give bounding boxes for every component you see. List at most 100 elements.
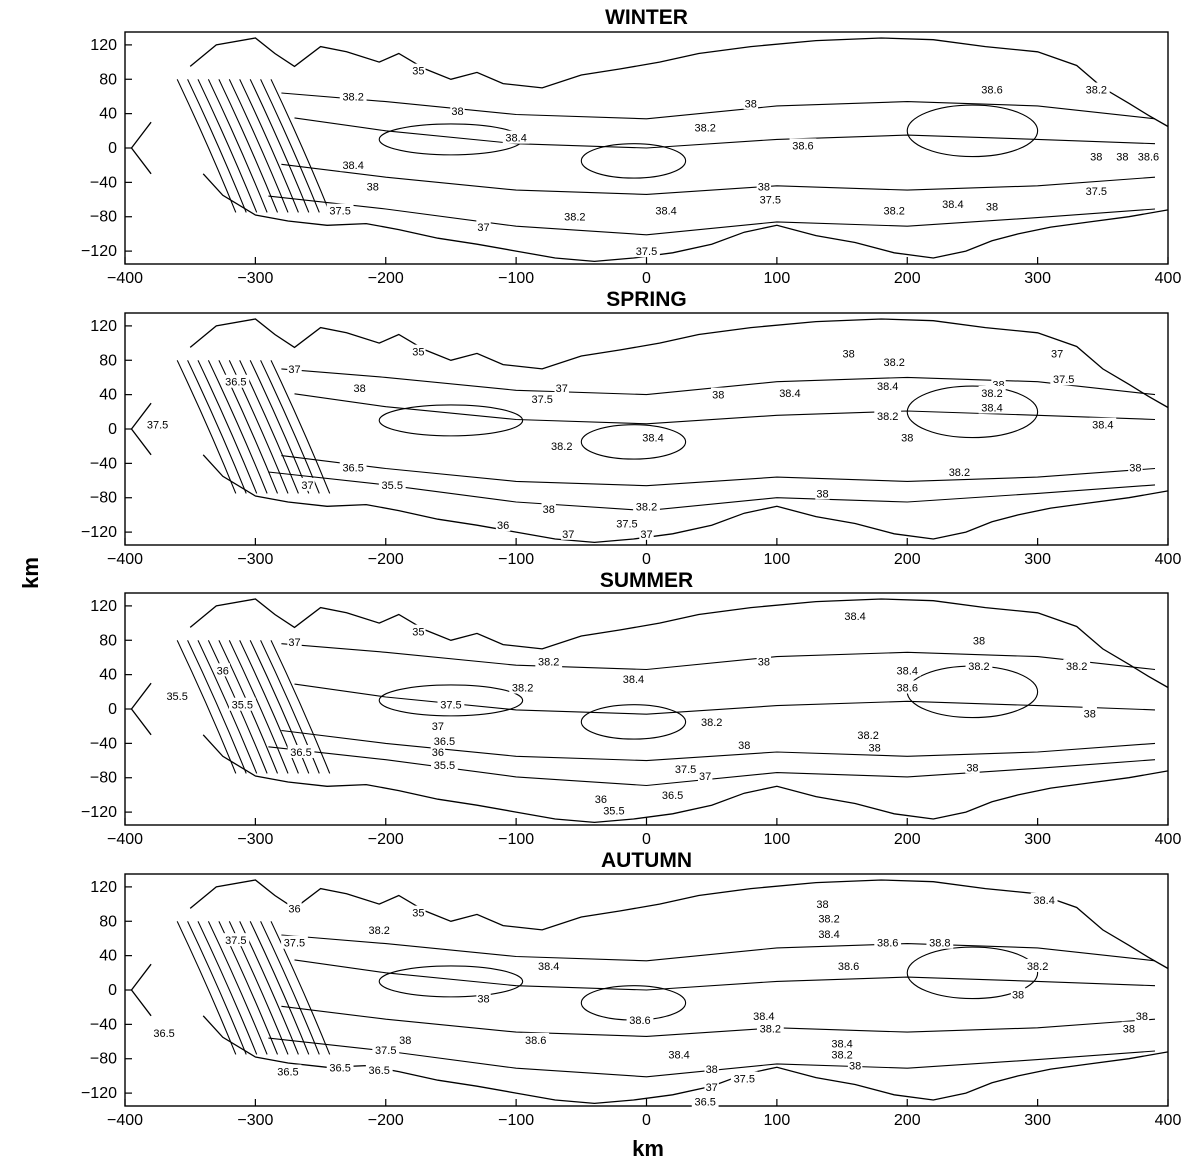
contour-label-background bbox=[828, 1047, 856, 1061]
contour-label: 38.4 bbox=[753, 1011, 774, 1023]
contour-label-background bbox=[502, 130, 530, 144]
x-tick-label: −400 bbox=[107, 1112, 143, 1129]
contour-label-background bbox=[509, 680, 537, 694]
x-tick-label: −400 bbox=[107, 831, 143, 848]
y-tick-label: 40 bbox=[99, 667, 117, 684]
contour-label: 38.6 bbox=[877, 938, 898, 950]
contour-label: 38.4 bbox=[1033, 895, 1054, 907]
contour-label-background bbox=[756, 179, 772, 193]
contour-label: 38.2 bbox=[949, 467, 970, 479]
x-tick-label: −100 bbox=[498, 551, 534, 568]
contour-label: 38 bbox=[399, 1035, 411, 1047]
contour-line bbox=[270, 640, 331, 774]
contour-label: 38.2 bbox=[701, 717, 722, 729]
coastline-west bbox=[130, 121, 152, 175]
y-tick-label: 120 bbox=[90, 318, 117, 335]
contour-line bbox=[249, 640, 310, 774]
contour-label-background bbox=[874, 379, 902, 393]
contour-label: 38.4 bbox=[538, 961, 559, 973]
contour-label-background bbox=[815, 927, 843, 941]
contour-label-background bbox=[633, 499, 660, 513]
contour-line bbox=[268, 195, 1156, 236]
contour-label-background bbox=[900, 430, 915, 444]
contour-label-background bbox=[704, 1080, 719, 1094]
contour-label: 38.4 bbox=[942, 199, 963, 211]
contour-closed bbox=[906, 665, 1039, 719]
y-tick-label: −40 bbox=[90, 174, 117, 191]
y-tick-label: −120 bbox=[81, 804, 117, 821]
contour-label: 36 bbox=[432, 747, 444, 759]
contour-label: 38.4 bbox=[779, 388, 800, 400]
x-tick-label: 200 bbox=[894, 1112, 921, 1129]
contour-closed bbox=[580, 424, 687, 460]
contour-label-background bbox=[476, 220, 491, 234]
contour-label-background bbox=[815, 897, 830, 911]
x-tick-label: 100 bbox=[764, 551, 791, 568]
contour-label: 37 bbox=[556, 383, 568, 395]
y-tick-label: −80 bbox=[90, 490, 117, 507]
contour-line bbox=[197, 79, 258, 213]
contour-label: 38.2 bbox=[968, 661, 989, 673]
contour-label: 38.4 bbox=[342, 160, 363, 172]
contour-label-background bbox=[639, 430, 667, 444]
contour-label: 38 bbox=[1129, 463, 1141, 475]
contour-label: 38.2 bbox=[1066, 661, 1087, 673]
contour-label-background bbox=[815, 911, 843, 925]
contour-line bbox=[270, 360, 331, 494]
contour-label: 36.5 bbox=[434, 736, 455, 748]
x-tick-label: 100 bbox=[764, 1112, 791, 1129]
contour-label-background bbox=[274, 1064, 302, 1078]
contour-label: 38.2 bbox=[636, 501, 657, 513]
contour-label: 37 bbox=[288, 364, 300, 376]
x-tick-label: −300 bbox=[237, 831, 273, 848]
contour-label-background bbox=[411, 63, 426, 77]
contour-label: 38.2 bbox=[857, 730, 878, 742]
contour-line bbox=[228, 640, 289, 774]
contour-label: 36 bbox=[288, 903, 300, 915]
contour-label-background bbox=[287, 901, 302, 915]
contour-label: 38.2 bbox=[694, 122, 715, 134]
contour-closed bbox=[378, 965, 524, 998]
contour-label-background bbox=[867, 740, 882, 754]
contour-label-background bbox=[1024, 958, 1052, 972]
contour-label: 38 bbox=[986, 201, 998, 213]
contour-label-background bbox=[965, 659, 993, 673]
x-tick-label: −200 bbox=[368, 1112, 404, 1129]
contour-label-background bbox=[339, 460, 367, 474]
contour-label-background bbox=[365, 1062, 393, 1076]
contour-label: 38 bbox=[758, 182, 770, 194]
contour-label: 37.5 bbox=[225, 935, 246, 947]
contour-closed bbox=[580, 704, 687, 740]
coastline-north bbox=[189, 318, 1169, 409]
contour-line bbox=[187, 921, 247, 1055]
contour-label: 38 bbox=[849, 1061, 861, 1073]
contour-label-background bbox=[978, 82, 1006, 96]
contour-label-background bbox=[150, 1025, 178, 1039]
contour-label: 38 bbox=[1084, 708, 1096, 720]
contour-label: 38 bbox=[816, 488, 828, 500]
contour-label: 37 bbox=[1051, 348, 1063, 360]
contour-label-background bbox=[613, 516, 641, 530]
contour-closed bbox=[906, 104, 1039, 158]
contour-label-background bbox=[495, 518, 511, 532]
coastline-south bbox=[202, 173, 1169, 263]
contour-label: 37.5 bbox=[440, 700, 461, 712]
contour-label: 38 bbox=[712, 390, 724, 402]
contour-label: 38.4 bbox=[623, 674, 644, 686]
contour-label-background bbox=[554, 380, 569, 394]
contour-label: 38.4 bbox=[877, 381, 898, 393]
contour-label: 37 bbox=[640, 529, 652, 541]
contour-label-background bbox=[326, 1060, 354, 1074]
contour-label: 38 bbox=[1116, 152, 1128, 164]
y-tick-label: 120 bbox=[90, 37, 117, 54]
contour-line bbox=[176, 921, 237, 1055]
x-tick-label: 200 bbox=[894, 831, 921, 848]
contour-label: 37 bbox=[477, 222, 489, 234]
contour-label: 37.5 bbox=[531, 394, 552, 406]
contour-label-background bbox=[633, 244, 660, 258]
contour-line bbox=[281, 643, 1156, 671]
x-tick-label: −300 bbox=[237, 551, 273, 568]
contour-label: 38.2 bbox=[981, 388, 1002, 400]
contour-label-background bbox=[854, 727, 882, 741]
